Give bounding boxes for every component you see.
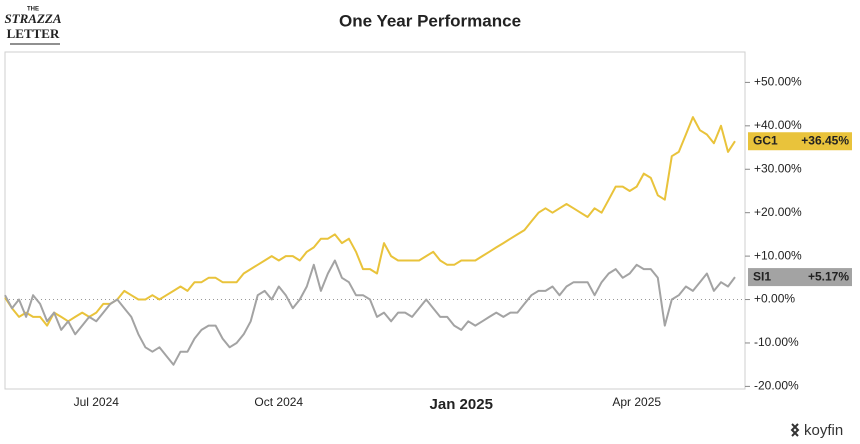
y-tick-label: +20.00% [754,205,802,219]
badge-bg [748,268,852,287]
legend-label: SI1 [753,269,771,283]
end-badge: GC1 +36.45% [748,132,852,151]
y-tick-label: +30.00% [754,161,802,175]
x-tick-label: Oct 2024 [254,395,303,409]
y-tick-label: +10.00% [754,248,802,262]
logo-text: LETTER [7,26,60,41]
logo-text: THE [27,7,39,13]
x-tick-label: Jan 2025 [430,396,493,413]
y-tick-label: +0.00% [754,292,795,306]
y-tick-label: +40.00% [754,118,802,132]
logo-text: STRAZZA [4,11,61,26]
series-line [4,259,736,366]
chart-title: One Year Performance [339,11,521,30]
y-tick-label: -20.00% [754,379,799,393]
watermark-text: koyfin [804,422,843,439]
x-tick-label: Jul 2024 [74,395,120,409]
legend-label: GC1 [753,133,778,147]
value-label: +36.45% [801,133,849,147]
y-tick-label: -10.00% [754,335,799,349]
badge-bg [748,132,852,151]
end-badge: SI1 +5.17% [748,268,852,287]
logo: THE STRAZZA LETTER [4,7,62,45]
y-tick-label: +50.00% [754,75,802,89]
watermark: koyfin [790,422,843,439]
plot-frame [4,51,746,390]
watermark-icon [790,423,800,437]
series-line [4,116,736,327]
value-label: +5.17% [808,269,849,283]
x-tick-label: Apr 2025 [612,395,661,409]
